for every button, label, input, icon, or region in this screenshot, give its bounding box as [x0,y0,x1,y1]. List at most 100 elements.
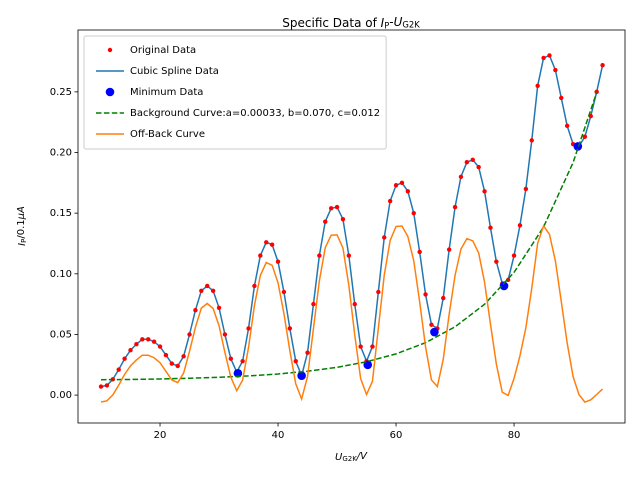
label-part: /0.1 [16,219,27,238]
legend-label: Original Data [130,45,196,56]
legend-box [83,35,387,150]
y-tick-label: 0.20 [50,148,72,159]
data-point [323,219,328,224]
axes-frame [77,29,626,424]
data-point [429,322,434,327]
data-point [446,247,452,252]
data-point [340,217,346,222]
data-point [358,344,363,349]
data-point [104,383,110,388]
label-part: I [17,243,28,246]
plot-area [98,53,605,404]
data-point [529,138,534,143]
x-tick-label: 20 [154,430,167,441]
label-part: G2K [342,455,357,463]
y-tick-label: 0.00 [50,390,72,401]
data-point [600,62,605,68]
data-point [370,344,375,349]
data-point [281,289,287,295]
data-point [553,67,558,73]
series-line [100,224,604,404]
data-point [116,367,121,372]
label-part: P [20,239,28,243]
label-part: μA [16,206,27,220]
data-point [393,183,399,188]
data-point [122,356,127,361]
data-point [193,307,198,313]
x-tick-label: 80 [508,430,521,441]
x-axis-label: UG2K/V [335,451,368,463]
data-point [352,301,357,307]
data-point [494,259,499,264]
label-part: - [389,14,393,28]
x-tick-label: 60 [390,430,403,441]
data-point [98,384,104,389]
data-point [334,204,340,210]
legend-label: Background Curve:a=0.00033, b=0.070, c=0… [130,108,380,119]
label-part: I [381,16,385,30]
label-part: G2K [402,19,420,29]
data-point [293,358,298,364]
legend-label: Minimum Data [130,87,203,98]
data-point [564,123,570,129]
data-point [205,283,210,289]
data-point [346,253,352,258]
chart-title: Specific Data of IP-UG2K [282,14,420,30]
data-point [264,240,269,245]
data-point [128,348,133,353]
data-point [140,337,145,342]
data-point [470,157,475,162]
data-point [328,206,334,211]
series-line [100,54,604,388]
data-point [187,332,192,337]
data-point [541,55,546,61]
data-point [287,326,293,331]
data-point [146,337,151,342]
data-point [547,53,552,58]
data-point [305,350,310,355]
data-point [297,371,306,380]
data-point [399,180,405,186]
data-point [311,301,316,307]
data-point [464,160,470,165]
data-point [157,344,163,349]
data-point [535,83,540,88]
data-point [423,292,428,297]
legend-marker [105,87,115,97]
data-point [387,198,393,204]
data-point [275,259,281,264]
label-part: /V [356,451,368,462]
data-point [317,253,322,258]
data-point [511,253,517,258]
data-point [594,89,599,95]
legend: Original Data Cubic Spline Data Minimum Da… [83,35,387,150]
y-tick-label: 0.25 [50,87,72,98]
label-part: Specific Data of [282,16,380,30]
data-point [452,204,458,210]
data-point [163,352,169,358]
data-point [252,283,257,289]
data-point [246,326,251,331]
data-point [458,174,464,179]
data-point [517,223,523,228]
legend-marker [107,47,113,53]
data-point [559,95,564,101]
data-point [411,210,416,216]
data-point [222,332,228,337]
data-point [499,281,509,291]
data-point [482,189,487,194]
data-point [181,354,186,359]
data-point [134,341,139,347]
data-point [523,186,529,192]
data-point [376,289,381,295]
data-point [175,363,180,369]
legend-label: Off-Back Curve [130,129,205,140]
data-point [476,164,481,170]
series-line [101,92,598,381]
data-point [269,242,275,247]
data-point [488,225,493,230]
y-tick-label: 0.10 [50,269,72,280]
x-tick-label: 40 [272,430,285,441]
data-point [417,249,422,255]
